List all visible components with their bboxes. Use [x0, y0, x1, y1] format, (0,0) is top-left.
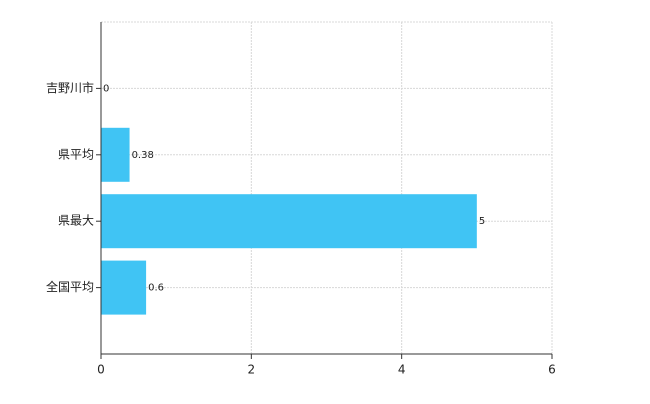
value-label: 0: [103, 83, 109, 94]
x-tick-label: 2: [248, 363, 256, 377]
bar: [101, 194, 477, 249]
x-tick-label: 0: [97, 363, 105, 377]
x-tick-label: 6: [548, 363, 556, 377]
y-tick-label: 吉野川市: [46, 80, 94, 95]
value-label: 0.38: [132, 150, 154, 161]
bar: [101, 260, 147, 315]
value-label: 5: [479, 216, 485, 227]
value-label: 0.6: [148, 283, 164, 294]
bar: [101, 127, 130, 182]
x-tick-label: 4: [398, 363, 406, 377]
y-tick-label: 県最大: [58, 214, 94, 228]
y-tick-label: 県平均: [58, 147, 94, 161]
y-tick-label: 全国平均: [46, 279, 94, 294]
